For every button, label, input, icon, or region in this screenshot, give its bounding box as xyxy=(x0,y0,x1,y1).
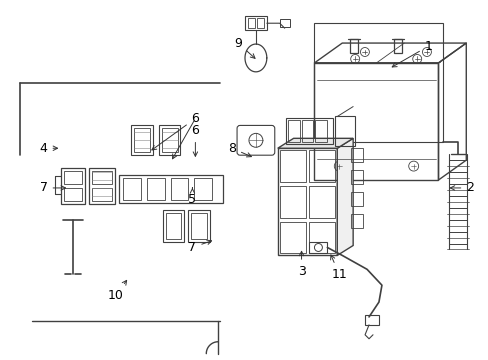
Bar xyxy=(64,171,82,184)
Bar xyxy=(315,121,326,142)
Text: 7: 7 xyxy=(40,181,65,194)
Text: 6: 6 xyxy=(191,124,199,156)
Bar xyxy=(162,129,177,152)
Bar xyxy=(61,168,85,204)
Bar xyxy=(170,178,188,200)
Bar xyxy=(131,125,152,155)
Bar xyxy=(279,19,289,27)
Bar xyxy=(309,242,326,253)
Bar xyxy=(188,210,210,242)
Bar xyxy=(89,168,115,204)
Bar xyxy=(350,214,362,228)
Bar xyxy=(309,186,335,218)
Text: 10: 10 xyxy=(108,280,126,302)
Bar xyxy=(365,315,378,325)
Polygon shape xyxy=(277,138,352,148)
Bar xyxy=(146,178,164,200)
Bar xyxy=(92,188,112,201)
Text: 4: 4 xyxy=(40,142,58,155)
Bar xyxy=(119,175,223,203)
Text: 7: 7 xyxy=(188,240,211,254)
Bar xyxy=(350,39,358,53)
Bar xyxy=(256,18,264,28)
Text: 1: 1 xyxy=(391,40,431,67)
Bar xyxy=(194,178,212,200)
Bar xyxy=(279,222,305,253)
Bar xyxy=(64,188,82,201)
Bar xyxy=(393,39,401,53)
Text: 8: 8 xyxy=(227,142,251,157)
Text: 3: 3 xyxy=(297,251,305,278)
Bar xyxy=(309,150,335,182)
Bar xyxy=(309,222,335,253)
Bar xyxy=(279,186,305,218)
Bar xyxy=(335,117,354,146)
Bar xyxy=(314,23,443,142)
Text: 2: 2 xyxy=(449,181,473,194)
Bar xyxy=(279,150,305,182)
Bar xyxy=(314,63,438,180)
Bar xyxy=(285,118,333,144)
Text: 6: 6 xyxy=(152,112,199,150)
Bar xyxy=(301,121,313,142)
Bar xyxy=(244,16,266,30)
Bar xyxy=(163,210,184,242)
Bar xyxy=(350,192,362,206)
Bar xyxy=(134,129,149,152)
Bar xyxy=(165,213,181,239)
Text: 5: 5 xyxy=(188,188,196,206)
Text: 9: 9 xyxy=(234,37,255,58)
Bar xyxy=(158,125,180,155)
Text: 11: 11 xyxy=(330,255,346,281)
Bar xyxy=(350,170,362,184)
Bar xyxy=(287,121,299,142)
Bar xyxy=(350,148,362,162)
Bar xyxy=(277,148,337,255)
Bar xyxy=(92,171,112,184)
Bar xyxy=(122,178,141,200)
Polygon shape xyxy=(337,138,352,255)
Bar xyxy=(191,213,207,239)
Bar xyxy=(247,18,254,28)
